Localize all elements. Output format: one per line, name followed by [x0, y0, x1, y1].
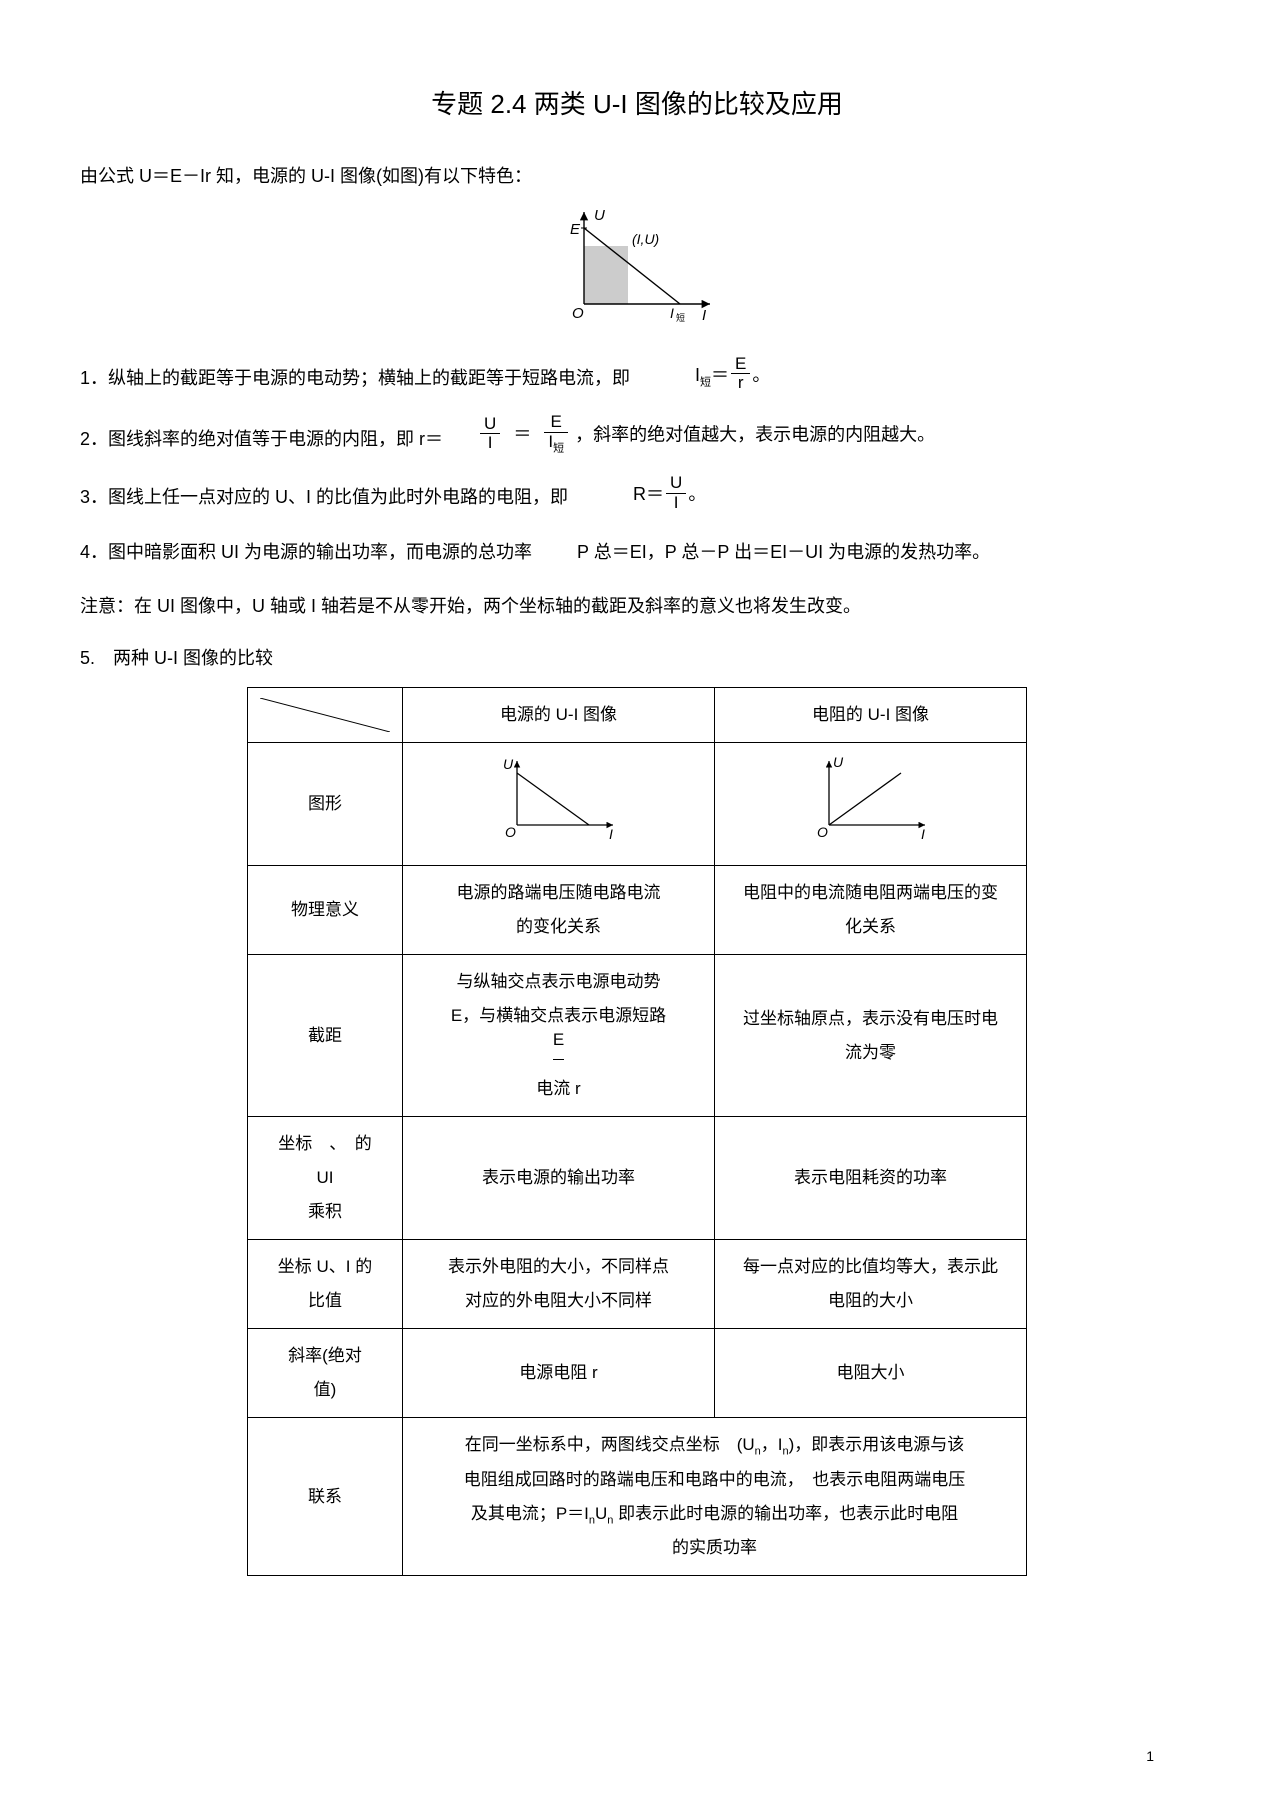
- col-a-header: 电源的 U-I 图像: [403, 688, 715, 743]
- rp-l1: 坐标 、 的: [278, 1134, 372, 1153]
- cell-intercept-b: 过坐标轴原点，表示没有电压时电流为零: [715, 955, 1027, 1117]
- svg-text:U: U: [833, 754, 844, 770]
- rp-l2: UI: [317, 1168, 334, 1187]
- p2-mid: UI ＝ EI短: [478, 424, 575, 444]
- point-2: 2．图线斜率的绝对值等于电源的内阻，即 r＝ UI ＝ EI短 ，斜率的绝对值越…: [80, 415, 1194, 456]
- svg-text:I: I: [609, 826, 613, 842]
- point-5-heading: 5. 两种 U-I 图像的比较: [80, 641, 1194, 675]
- point-1-formula: I短＝Er。: [695, 365, 770, 385]
- svg-text:I: I: [921, 826, 925, 842]
- cell-product-a: 表示电源的输出功率: [403, 1117, 715, 1240]
- p2-f2d-s: 短: [553, 442, 564, 454]
- cell-ratio-a: 表示外电阻的大小，不同样点对应的外电阻大小不同样: [403, 1240, 715, 1329]
- cell-slope-b: 电阻大小: [715, 1329, 1027, 1418]
- p1-period: 。: [752, 365, 770, 385]
- p1-frac-num: E: [731, 355, 750, 375]
- p2-frac1: UI: [480, 415, 500, 453]
- row-product-label: 坐标 、 的 UI 乘积: [248, 1117, 403, 1240]
- graph-point-label: (I,U): [632, 231, 659, 247]
- p2-f2n: E: [544, 413, 568, 433]
- cell-slope-a: 电源电阻 r: [403, 1329, 715, 1418]
- intro-text: 由公式 U＝E－Ir 知，电源的 U-I 图像(如图)有以下特色：: [80, 159, 1194, 193]
- graph-x-label: I: [702, 307, 706, 324]
- row-relation-label: 联系: [248, 1418, 403, 1576]
- svg-text:O: O: [817, 824, 828, 840]
- rs-l2: 值): [314, 1380, 337, 1399]
- point-2-text: 2．图线斜率的绝对值等于电源的内阻，即 r＝: [80, 429, 443, 449]
- p2-frac2: EI短: [544, 413, 568, 454]
- cell-meaning-b: 电阻中的电流随电阻两端电压的变化关系: [715, 866, 1027, 955]
- row-slope-label: 斜率(绝对 值): [248, 1329, 403, 1418]
- cell-meaning-a: 电源的路端电压随电路电流的变化关系: [403, 866, 715, 955]
- graph-a: U O I: [403, 743, 715, 866]
- graph-x-tick: I: [670, 305, 674, 321]
- row-intercept-label: 截距: [248, 955, 403, 1117]
- p1-eq: ＝: [711, 365, 729, 385]
- svg-text:U: U: [503, 756, 514, 772]
- diag-header: [248, 688, 403, 743]
- p2-f1n: U: [480, 415, 500, 435]
- point-3-text: 3．图线上任一点对应的 U、I 的比值为此时外电路的电阻，即: [80, 488, 568, 508]
- p2-eq: ＝: [513, 424, 531, 444]
- rr-l2: 比值: [308, 1291, 342, 1310]
- cell-intercept-a: 与纵轴交点表示电源电动势E，与横轴交点表示电源短路E电流 r: [403, 955, 715, 1117]
- point-1: 1．纵轴上的截距等于电源的电动势；横轴上的截距等于短路电流，即 I短＝Er。: [80, 357, 1194, 395]
- p1-sub: 短: [700, 376, 711, 388]
- row-meaning-label: 物理意义: [248, 866, 403, 955]
- point-4-right: P 总＝EI，P 总－P 出＝EI－UI 为电源的发热功率。: [577, 542, 990, 562]
- note-text: 注意：在 UI 图像中，U 轴或 I 轴若是不从零开始，两个坐标轴的截距及斜率的…: [80, 589, 1194, 623]
- p1-frac-den: r: [731, 374, 750, 393]
- p3-frac: UI: [666, 474, 686, 512]
- page-number: 1: [1146, 1743, 1154, 1770]
- graph-x-tick-sub: 短: [676, 312, 685, 323]
- p2-f2d: I短: [544, 433, 568, 454]
- graph-origin: O: [572, 305, 584, 322]
- row-shape-label: 图形: [248, 743, 403, 866]
- p1-frac: Er: [731, 355, 750, 393]
- row-ratio-label: 坐标 U、I 的 比值: [248, 1240, 403, 1329]
- graph-y-label: U: [594, 207, 605, 224]
- rr-l1: 坐标 U、I 的: [278, 1257, 372, 1276]
- p2-f1d: I: [480, 434, 500, 453]
- rs-l1: 斜率(绝对: [288, 1346, 362, 1365]
- point-2-right: ，斜率的绝对值越大，表示电源的内阻越大。: [575, 424, 935, 444]
- comparison-table: 电源的 U-I 图像 电阻的 U-I 图像 图形 U O I U O: [247, 687, 1027, 1576]
- graph-b: U O I: [715, 743, 1027, 866]
- rp-l3: 乘积: [308, 1202, 342, 1221]
- point-3: 3．图线上任一点对应的 U、I 的比值为此时外电路的电阻，即 R＝UI。: [80, 476, 1194, 514]
- page-title: 专题 2.4 两类 U-I 图像的比较及应用: [80, 80, 1194, 129]
- col-b-header: 电阻的 U-I 图像: [715, 688, 1027, 743]
- point-3-formula: R＝UI。: [633, 484, 706, 504]
- cell-ratio-b: 每一点对应的比值均等大，表示此电阻的大小: [715, 1240, 1027, 1329]
- point-4-text: 4．图中暗影面积 UI 为电源的输出功率，而电源的总功率: [80, 542, 532, 562]
- p3-fn: U: [666, 474, 686, 494]
- p3-period: 。: [688, 484, 706, 504]
- svg-text:O: O: [505, 824, 516, 840]
- p3-R: R＝: [633, 484, 664, 504]
- p3-fd: I: [666, 494, 686, 513]
- cell-relation: 在同一坐标系中，两图线交点坐标 (Un，In)，即表示用该电源与该电阻组成回路时…: [403, 1418, 1027, 1576]
- point-1-text: 1．纵轴上的截距等于电源的电动势；横轴上的截距等于短路电流，即: [80, 368, 630, 388]
- cell-product-b: 表示电阻耗资的功率: [715, 1117, 1027, 1240]
- main-graph: U E O I I 短 (I,U): [80, 206, 1194, 337]
- graph-e-label: E: [570, 221, 581, 238]
- point-4: 4．图中暗影面积 UI 为电源的输出功率，而电源的总功率 P 总＝EI，P 总－…: [80, 535, 1194, 569]
